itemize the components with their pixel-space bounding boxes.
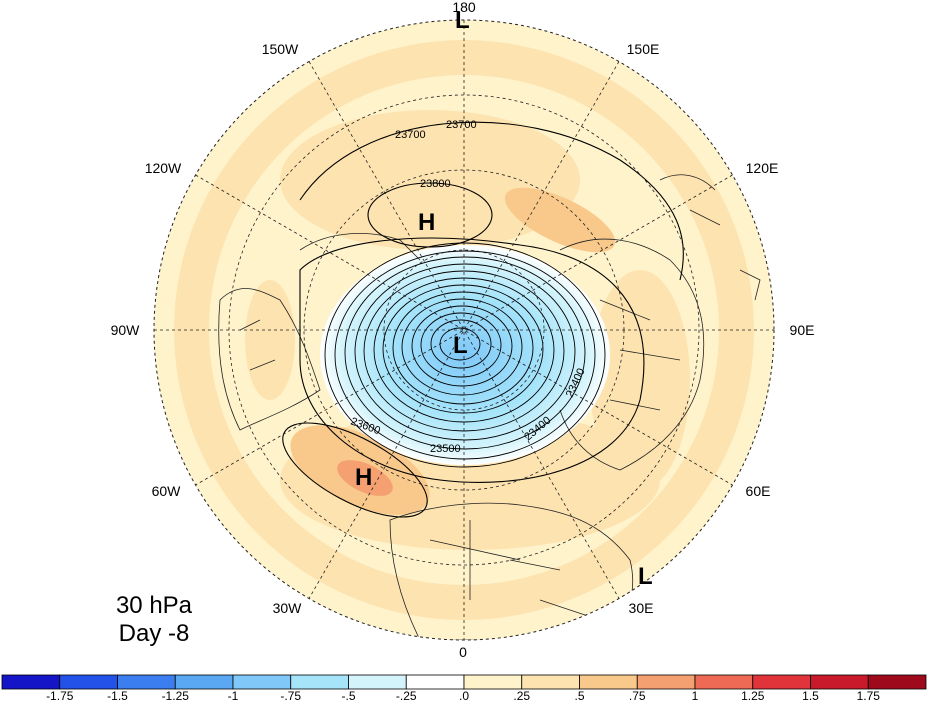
colorbar-box [117,674,176,690]
colorbar-box [694,674,754,690]
lon-label-30w: 30W [273,600,303,616]
contour-label: 23700 [395,129,426,141]
contour-label: 23700 [446,119,477,131]
colorbar-box [636,674,696,690]
colorbar-label: 1.25 [741,689,765,702]
contour-label: 23800 [420,178,451,190]
map-field [154,20,774,640]
lon-label-120w: 120W [145,160,182,176]
colorbar-label: 1.5 [802,689,819,702]
colorbar-label: .75 [629,689,646,702]
lon-label-90w: 90W [111,322,141,338]
colorbar-box [810,674,869,690]
colorbar-box [579,674,638,690]
lon-label-180: 180 [452,0,476,15]
colorbar-box [463,674,523,690]
high-center-label: H [418,209,435,236]
colorbar-labels: -1.75 -1.5 -1.25 -1 -.75 -.5 -.25 .0 .25 .5 .75 1 1.… [46,689,880,702]
colorbar-label: -1 [228,689,239,702]
colorbar-label: .5 [574,689,584,702]
lon-label-60e: 60E [746,483,771,499]
pressure-level-label: 30 hPa [115,592,193,619]
lon-label-60w: 60W [152,483,182,499]
lon-label-0: 0 [459,644,467,660]
colorbar-label: .25 [513,689,530,702]
lon-label-120e: 120E [746,160,779,176]
contour-label: 23500 [430,443,461,455]
polar-map: 23700 23700 23800 23600 23500 23400 2340… [111,0,815,660]
colorbar-boxes [1,674,927,690]
colorbar-box [232,674,292,690]
colorbar-label: 1 [692,689,699,702]
colorbar-box [348,674,407,690]
low-center-label: L [455,7,470,34]
colorbar-box [174,674,234,690]
lon-label-150e: 150E [627,41,660,57]
colorbar-box [1,674,61,690]
colorbar-box [867,674,927,690]
vortex-contours [324,242,606,468]
colorbar-label: -1.25 [162,689,190,702]
low-center-label: L [638,563,653,590]
colorbar-label: -.75 [280,689,301,702]
colorbar-label: -1.5 [107,689,128,702]
lon-label-30e: 30E [629,600,654,616]
colorbar-box [405,674,465,690]
low-center-label: L [453,332,468,359]
colorbar-label: 1.75 [857,689,881,702]
colorbar-label: -.5 [341,689,355,702]
lon-label-150w: 150W [262,41,299,57]
colorbar-label: -1.75 [46,689,74,702]
day-label: Day -8 [118,620,190,647]
colorbar-box [59,674,118,690]
colorbar-box [290,674,349,690]
high-center-label: H [355,464,372,491]
colorbar: -1.75 -1.5 -1.25 -1 -.75 -.5 -.25 .0 .25 .5 .75 1 1.… [1,674,927,702]
colorbar-box [752,674,811,690]
colorbar-label: .0 [459,689,469,702]
colorbar-label: -.25 [396,689,417,702]
colorbar-box [521,674,580,690]
lon-label-90e: 90E [790,322,815,338]
